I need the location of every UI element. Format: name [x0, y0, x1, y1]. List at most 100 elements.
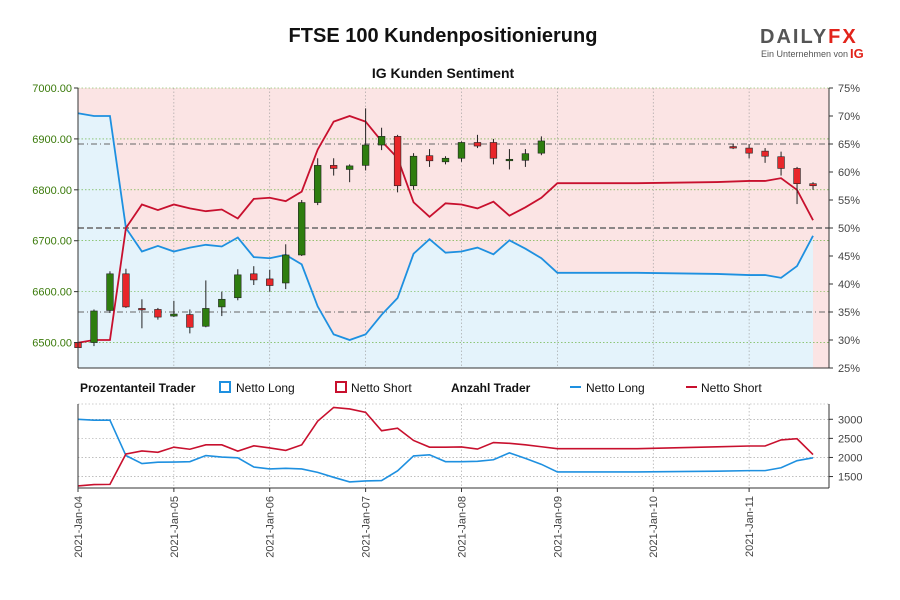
price-sentiment-panel: 6500.00 6600.00 6700.00 6800.00 6900.00 7000.…	[32, 83, 860, 375]
candle	[250, 266, 258, 286]
percent-tick-label: 60%	[838, 167, 860, 179]
candle-body	[234, 274, 242, 299]
price-tick-label: 6700.00	[32, 236, 72, 248]
candle	[777, 151, 785, 176]
candle-body	[729, 146, 737, 149]
price-tick-label: 6500.00	[32, 338, 72, 350]
candle-body	[298, 202, 306, 256]
legend-long-swatch	[219, 381, 231, 393]
candle	[473, 134, 482, 149]
percent-tick-label: 40%	[838, 279, 860, 291]
candle-body	[809, 183, 817, 187]
date-tick-label: 2021-Jan-06	[265, 496, 277, 558]
svg-text:DAILYFX: DAILYFX	[760, 26, 858, 48]
candle-body	[473, 142, 482, 147]
candle-body	[393, 136, 402, 187]
candle	[266, 269, 274, 292]
legend-count-short-label: Netto Short	[701, 381, 762, 395]
count-tick-label: 2500	[838, 433, 862, 445]
candle	[537, 136, 546, 156]
count-tick-label: 2000	[838, 452, 862, 464]
logo-tagline: Ein Unternehmen von	[761, 49, 848, 59]
percent-tick-label: 55%	[838, 195, 860, 207]
long-area-fill	[78, 113, 814, 368]
percent-tick-label: 45%	[838, 251, 860, 263]
percent-tick-label: 35%	[838, 307, 860, 319]
legend-count-long-label: Netto Long	[586, 381, 645, 395]
candle-body	[218, 298, 226, 308]
candle	[234, 269, 242, 301]
candle-body	[409, 155, 418, 187]
candle-body	[106, 273, 114, 311]
candle-body	[745, 147, 753, 154]
date-tick-label: 2021-Jan-09	[552, 496, 564, 558]
candle	[345, 164, 354, 183]
candle-body	[250, 273, 258, 281]
logo-fx: FX	[828, 26, 858, 48]
price-tick-label: 6600.00	[32, 287, 72, 299]
date-tick-label: 2021-Jan-10	[648, 496, 660, 558]
candle-body	[138, 308, 146, 311]
candle	[809, 182, 817, 190]
count-tick-label: 3000	[838, 414, 862, 426]
candle-body	[793, 168, 801, 185]
legend-count-heading: Anzahl Trader	[451, 381, 531, 395]
candle-body	[441, 157, 450, 163]
long-percent-line	[77, 112, 814, 341]
dailyfx-logo: DAILYFX Ein Unternehmen von IG	[760, 26, 864, 61]
legend-percent-heading: Prozentanteil Trader	[80, 381, 196, 395]
short-percent-line	[77, 115, 814, 344]
percent-tick-label: 70%	[838, 111, 860, 123]
candle	[377, 127, 386, 151]
candle-body	[154, 309, 162, 318]
date-tick-label: 2021-Jan-08	[456, 496, 468, 558]
candle-body	[90, 310, 98, 343]
candle	[298, 200, 306, 256]
candle-body	[505, 158, 514, 162]
candle-body	[457, 142, 466, 159]
candle-body	[537, 140, 546, 154]
candle-body	[361, 144, 370, 166]
date-tick-label: 2021-Jan-07	[361, 496, 373, 558]
candle-body	[282, 254, 290, 284]
candle	[138, 299, 146, 329]
candle-body	[266, 278, 274, 286]
candle	[330, 158, 338, 176]
logo-daily: DAILY	[760, 26, 828, 48]
candle	[154, 307, 162, 320]
candle	[761, 148, 769, 163]
candle	[218, 291, 226, 317]
candle-body	[377, 136, 386, 146]
legend: Prozentanteil Trader Netto Long Netto Sh…	[80, 381, 762, 395]
legend-long-label: Netto Long	[236, 381, 295, 395]
legend-short-swatch	[335, 381, 347, 393]
candle	[106, 271, 114, 314]
candle-body	[186, 314, 194, 328]
date-tick-label: 2021-Jan-05	[169, 496, 181, 558]
percent-tick-label: 30%	[838, 335, 860, 347]
trader-count-panel: 1500 2000 2500 3000 2021-Jan-04 2021-Jan-05 20…	[73, 403, 862, 558]
percent-tick-label: 25%	[838, 363, 860, 375]
candle-body	[330, 165, 338, 169]
candle	[314, 158, 322, 206]
candle	[90, 309, 98, 347]
candle	[393, 134, 402, 193]
date-tick-label: 2021-Jan-04	[73, 496, 85, 558]
chart-subtitle: IG Kunden Sentiment	[372, 65, 515, 81]
price-tick-label: 6800.00	[32, 185, 72, 197]
candle-body	[521, 153, 530, 161]
candle-body	[345, 165, 354, 170]
count-long-line	[77, 418, 814, 483]
price-tick-label: 7000.00	[32, 83, 72, 95]
candle-body	[425, 155, 434, 162]
chart-title: FTSE 100 Kundenpositionierung	[289, 25, 598, 47]
legend-short-label: Netto Short	[351, 381, 412, 395]
percent-tick-label: 50%	[838, 223, 860, 235]
candle	[186, 309, 194, 334]
candle	[409, 153, 418, 190]
candle-body	[122, 273, 130, 308]
price-tick-label: 6900.00	[32, 134, 72, 146]
candle	[122, 268, 130, 308]
candle	[489, 138, 498, 165]
